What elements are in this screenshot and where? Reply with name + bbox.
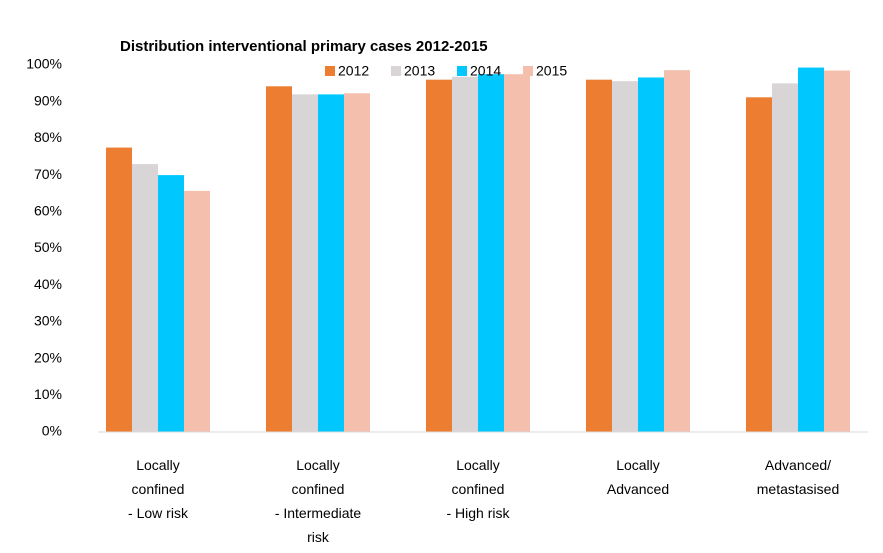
legend-swatch [457,66,467,76]
y-tick-label: 30% [34,313,62,329]
bar [664,70,690,432]
chart-title: Distribution interventional primary case… [120,38,488,55]
y-tick-label: 60% [34,203,62,219]
bar [158,175,184,432]
legend-swatch [325,66,335,76]
y-tick-label: 20% [34,349,62,365]
legend-label: 2012 [338,63,369,79]
legend-swatch [523,66,533,76]
x-tick-label: Locally confined - Low risk [128,457,189,521]
bar [746,97,772,433]
y-tick-label: 40% [34,276,62,292]
bar [798,67,824,432]
legend-label: 2013 [404,63,435,79]
x-tick-label: Locally Advanced [607,457,669,497]
bar [106,147,132,432]
bar [132,164,158,432]
y-tick-label: 0% [42,423,62,439]
y-tick-label: 10% [34,386,62,402]
x-tick-label: Advanced/metastasised [757,457,839,497]
legend-label: 2015 [536,63,567,79]
bar [344,93,370,432]
bar [318,94,344,433]
x-tick-label: Locally confined - Intermediate risk [275,457,362,545]
bar [504,74,530,433]
bar [184,190,210,432]
y-tick-label: 80% [34,129,62,145]
bar [478,74,504,433]
legend-swatch [391,66,401,76]
legend-label: 2014 [470,63,501,79]
x-tick-label: Locally confined - High risk [446,457,510,521]
bar [772,83,798,432]
bar [612,81,638,432]
bar [292,94,318,433]
y-tick-label: 50% [34,239,62,255]
y-tick-label: 90% [34,92,62,108]
bar [452,76,478,432]
y-tick-label: 70% [34,166,62,182]
bar [824,70,850,432]
y-tick-label: 100% [26,56,62,72]
bar [586,79,612,433]
bar [266,86,292,432]
bar [638,77,664,432]
bar [426,79,452,433]
